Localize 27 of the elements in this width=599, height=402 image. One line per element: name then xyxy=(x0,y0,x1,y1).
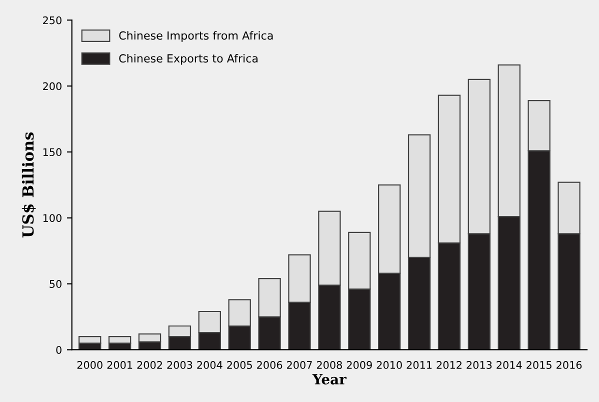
x-tick-label: 2009 xyxy=(346,361,372,369)
y-tick-label: 0 xyxy=(56,346,62,354)
y-tick-label: 50 xyxy=(50,280,62,288)
x-tick-label: 2002 xyxy=(137,361,162,369)
x-tick-label: 2012 xyxy=(436,361,462,369)
x-tick-label: 2015 xyxy=(526,361,552,369)
y-tick-label: 100 xyxy=(43,214,62,222)
x-tick-label: 2010 xyxy=(376,361,402,369)
x-tick-label: 2006 xyxy=(257,361,282,369)
legend-label: Chinese Exports to Africa xyxy=(119,54,258,65)
y-tick-label: 200 xyxy=(43,82,62,90)
x-tick-label: 2004 xyxy=(197,361,222,369)
y-tick-label: 250 xyxy=(43,16,62,24)
y-tick-label: 150 xyxy=(43,148,62,156)
x-tick-label: 2014 xyxy=(496,361,522,369)
x-tick-label: 2008 xyxy=(316,361,342,369)
x-tick-label: 2016 xyxy=(556,361,582,369)
x-tick-label: 2013 xyxy=(466,361,492,369)
x-tick-label: 2005 xyxy=(227,361,252,369)
x-tick-label: 2001 xyxy=(107,361,132,369)
legend-label: Chinese Imports from Africa xyxy=(119,31,273,42)
x-axis-title: Year xyxy=(312,374,347,384)
x-tick-label: 2007 xyxy=(287,361,312,369)
x-tick-label: 2000 xyxy=(77,361,102,369)
x-tick-label: 2003 xyxy=(167,361,192,369)
x-tick-label: 2011 xyxy=(406,361,432,369)
y-axis-title: US$ Billions xyxy=(22,132,36,238)
